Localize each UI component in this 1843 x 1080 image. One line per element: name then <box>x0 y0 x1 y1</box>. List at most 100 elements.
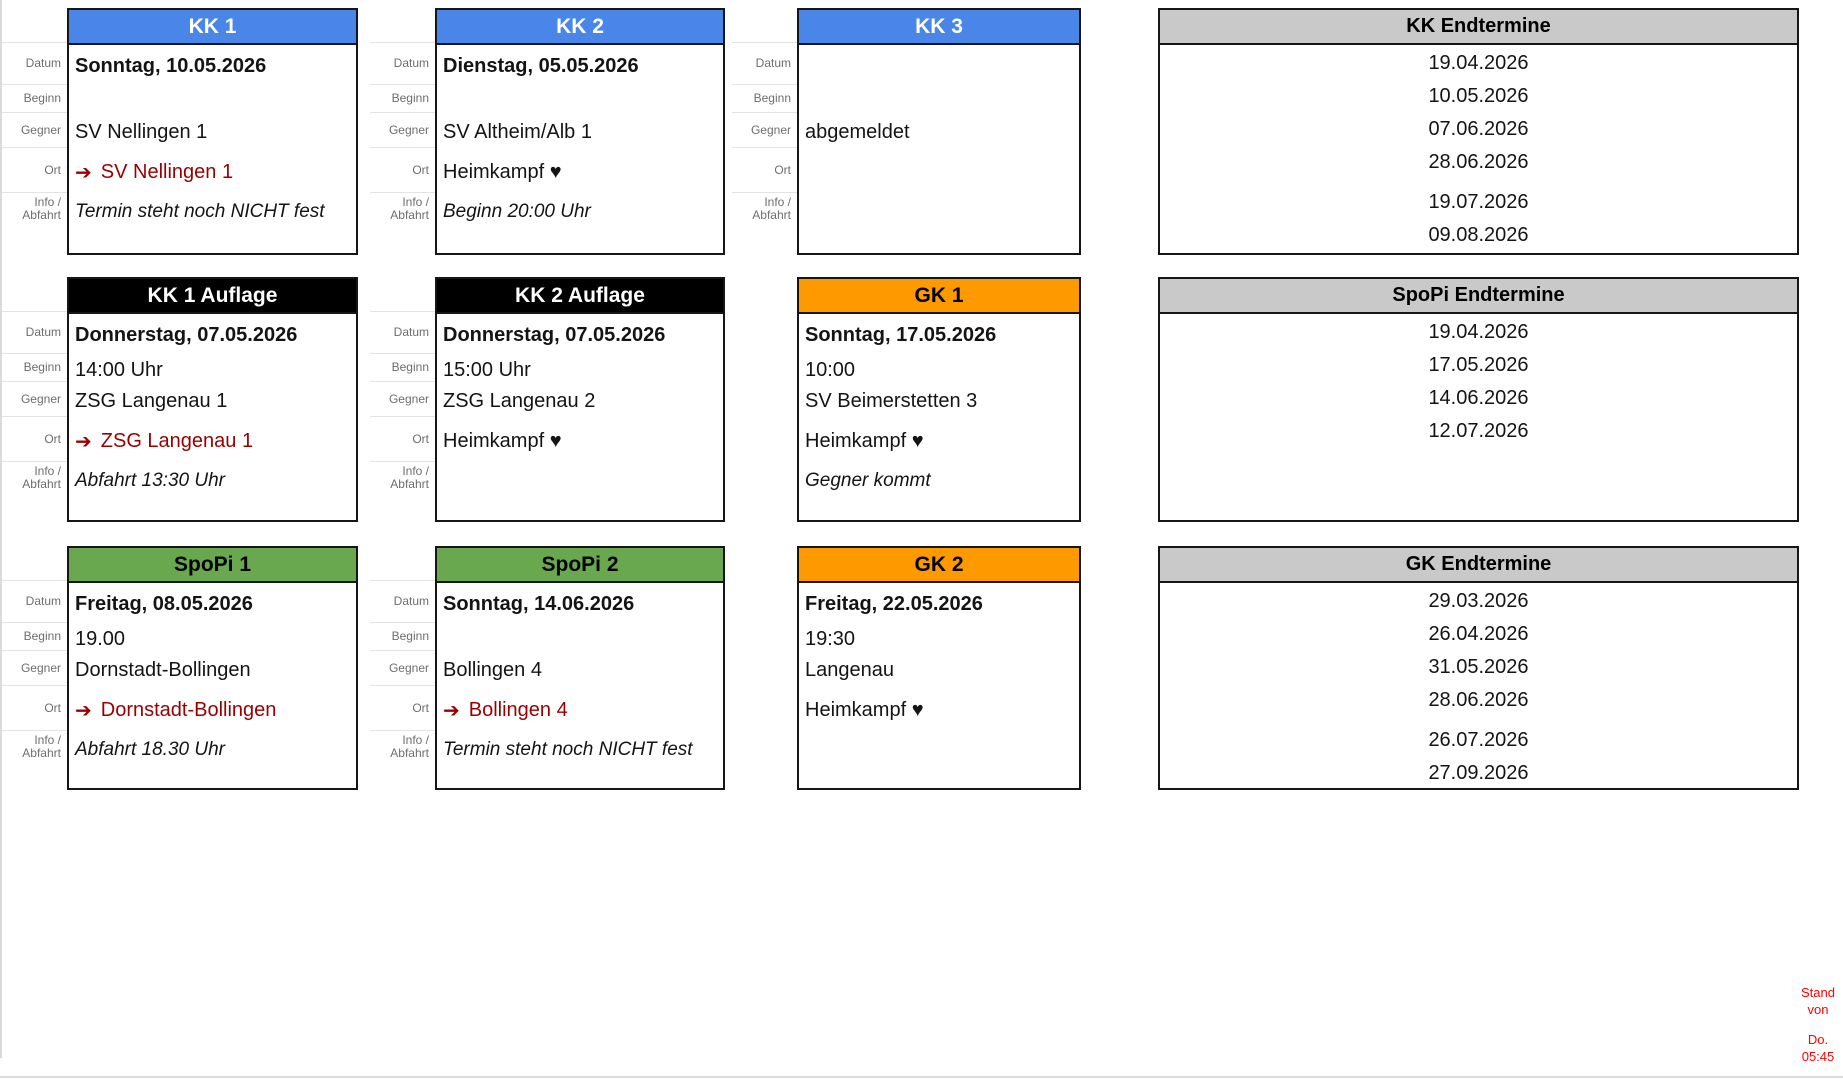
match-location: ➔ Dornstadt-Bollingen <box>69 688 356 733</box>
endtermine-panel-title: GK Endtermine <box>1160 548 1797 583</box>
match-time: 14:00 Uhr <box>75 358 163 381</box>
gegner-label: Gegner <box>388 122 429 137</box>
status-note-updated: Stand von <box>1801 985 1835 1017</box>
match-location: ➔ ZSG Langenau 1 <box>69 419 356 464</box>
match-card-box: GK 2 Freitag, 22.05.2026 19:30 Langenau … <box>797 546 1081 790</box>
match-time: 15:00 Uhr <box>443 358 531 381</box>
endtermine-panel-title: KK Endtermine <box>1160 10 1797 45</box>
match-info: Beginn 20:00 Uhr <box>443 201 591 222</box>
match-location-text: Bollingen 4 <box>468 699 568 721</box>
endtermine-panel: KK Endtermine 19.04.2026 10.05.2026 07.06.… <box>1158 8 1799 255</box>
endtermine-panel-title: SpoPi Endtermine <box>1160 279 1797 314</box>
away-arrow-icon: ➔ <box>443 700 460 722</box>
match-date: Donnerstag, 07.05.2026 <box>75 323 298 346</box>
match-card: Datum Beginn Gegner Ort Info / Abfahrt K… <box>2 8 358 255</box>
endtermine-date-group: 29.03.2026 26.04.2026 31.05.2026 28.06.2026 <box>1160 585 1797 717</box>
card-title: KK 1 Auflage <box>69 279 356 314</box>
beginn-label: Beginn <box>391 91 429 105</box>
info-abfahrt-label: Info / Abfahrt <box>390 464 429 491</box>
match-card: Datum Beginn Gegner Ort Info / Abfahrt G… <box>732 277 1081 522</box>
row-label-gutter: Datum Beginn Gegner Ort Info / Abfahrt <box>2 8 67 255</box>
match-card: Datum Beginn Gegner Ort Info / Abfahrt S… <box>370 546 725 790</box>
match-opponent: abgemeldet <box>805 121 910 143</box>
endtermine-date-list: 29.03.2026 26.04.2026 31.05.2026 28.06.2026… <box>1160 583 1797 790</box>
match-location-text: Dornstadt-Bollingen <box>100 699 277 721</box>
endtermin-date: 19.04.2026 <box>1428 52 1529 74</box>
match-time <box>69 87 356 115</box>
match-card: Datum Beginn Gegner Ort Info / Abfahrt K… <box>732 8 1081 255</box>
info-abfahrt-label: Info / Abfahrt <box>390 733 429 760</box>
endtermin-date: 31.05.2026 <box>1428 656 1529 678</box>
endtermin-date: 17.05.2026 <box>1428 354 1529 376</box>
match-date <box>799 45 1079 87</box>
beginn-label: Beginn <box>753 91 791 105</box>
info-abfahrt-label: Info / Abfahrt <box>22 195 61 222</box>
away-arrow-icon: ➔ <box>75 162 92 184</box>
endtermin-date: 28.06.2026 <box>1428 689 1529 711</box>
match-card: Datum Beginn Gegner Ort Info / Abfahrt S… <box>2 546 358 790</box>
card-title: KK 1 <box>69 10 356 45</box>
match-date: Freitag, 22.05.2026 <box>805 592 983 615</box>
match-location-text: Heimkampf ♥ <box>805 699 924 721</box>
match-location: Heimkampf ♥ <box>437 150 723 195</box>
match-opponent: Langenau <box>805 659 894 681</box>
gegner-label: Gegner <box>388 391 429 406</box>
match-date: Sonntag, 14.06.2026 <box>443 592 635 615</box>
gegner-label: Gegner <box>20 391 61 406</box>
match-card-box: SpoPi 1 Freitag, 08.05.2026 19.00 Dornst… <box>67 546 358 790</box>
card-title: KK 2 Auflage <box>437 279 723 314</box>
endtermin-date: 14.06.2026 <box>1428 387 1529 409</box>
match-time: 19:30 <box>805 627 856 650</box>
endtermin-date: 29.03.2026 <box>1428 590 1529 612</box>
match-time <box>799 87 1079 115</box>
datum-label: Datum <box>393 325 429 339</box>
row-label-gutter: Datum Beginn Gegner Ort Info / Abfahrt <box>370 8 435 255</box>
match-card: Datum Beginn Gegner Ort Info / Abfahrt K… <box>370 277 725 522</box>
endtermin-date: 26.07.2026 <box>1428 729 1529 751</box>
match-opponent: ZSG Langenau 1 <box>75 390 228 412</box>
ort-label: Ort <box>44 700 61 715</box>
match-location-text: Heimkampf ♥ <box>443 161 562 183</box>
match-card-box: GK 1 Sonntag, 17.05.2026 10:00 SV Beimer… <box>797 277 1081 522</box>
beginn-label: Beginn <box>23 91 61 105</box>
match-location: ➔ SV Nellingen 1 <box>69 150 356 195</box>
match-info: Abfahrt 18.30 Uhr <box>75 739 225 760</box>
match-info <box>799 733 1079 788</box>
endtermine-date-group: 19.04.2026 10.05.2026 07.06.2026 28.06.2026 <box>1160 47 1797 179</box>
endtermin-date: 12.07.2026 <box>1428 420 1529 442</box>
match-card-box: KK 2 Dienstag, 05.05.2026 SV Altheim/Alb… <box>435 8 725 255</box>
card-title: KK 3 <box>799 10 1079 45</box>
match-location: Heimkampf ♥ <box>799 419 1079 464</box>
ort-label: Ort <box>412 700 429 715</box>
row-label-gutter: Datum Beginn Gegner Ort Info / Abfahrt <box>2 277 67 522</box>
card-title: SpoPi 2 <box>437 548 723 583</box>
endtermin-date: 07.06.2026 <box>1428 118 1529 140</box>
away-arrow-icon: ➔ <box>75 700 92 722</box>
match-card: Datum Beginn Gegner Ort Info / Abfahrt K… <box>370 8 725 255</box>
card-title: GK 1 <box>799 279 1079 314</box>
beginn-label: Beginn <box>391 360 429 374</box>
match-card: Datum Beginn Gegner Ort Info / Abfahrt G… <box>732 546 1081 790</box>
match-info: Abfahrt 13:30 Uhr <box>75 470 225 491</box>
gegner-label: Gegner <box>388 660 429 675</box>
match-time: 19.00 <box>75 627 126 650</box>
endtermin-date: 09.08.2026 <box>1428 224 1529 246</box>
gegner-label: Gegner <box>20 660 61 675</box>
match-opponent: SV Beimerstetten 3 <box>805 390 978 412</box>
endtermine-date-group: 26.07.2026 27.09.2026 <box>1160 724 1797 790</box>
match-opponent: ZSG Langenau 2 <box>443 390 596 412</box>
match-info: Termin steht noch NICHT fest <box>443 739 693 760</box>
datum-label: Datum <box>25 325 61 339</box>
row-label-gutter: Datum Beginn Gegner Ort Info / Abfahrt <box>2 546 67 790</box>
ort-label: Ort <box>412 162 429 177</box>
endtermine-panel: SpoPi Endtermine 19.04.2026 17.05.2026 14.… <box>1158 277 1799 522</box>
endtermine-date-list: 19.04.2026 10.05.2026 07.06.2026 28.06.2026… <box>1160 45 1797 252</box>
match-location-text: Heimkampf ♥ <box>443 430 562 452</box>
match-location: Heimkampf ♥ <box>437 419 723 464</box>
endtermine-date-group: 19.07.2026 09.08.2026 <box>1160 186 1797 252</box>
endtermine-date-list: 19.04.2026 17.05.2026 14.06.2026 12.07.2026 <box>1160 314 1797 448</box>
row-label-gutter: Datum Beginn Gegner Ort Info / Abfahrt <box>370 546 435 790</box>
match-card-box: KK 1 Sonntag, 10.05.2026 SV Nellingen 1 … <box>67 8 358 255</box>
match-opponent: SV Altheim/Alb 1 <box>443 121 592 143</box>
datum-label: Datum <box>393 56 429 70</box>
